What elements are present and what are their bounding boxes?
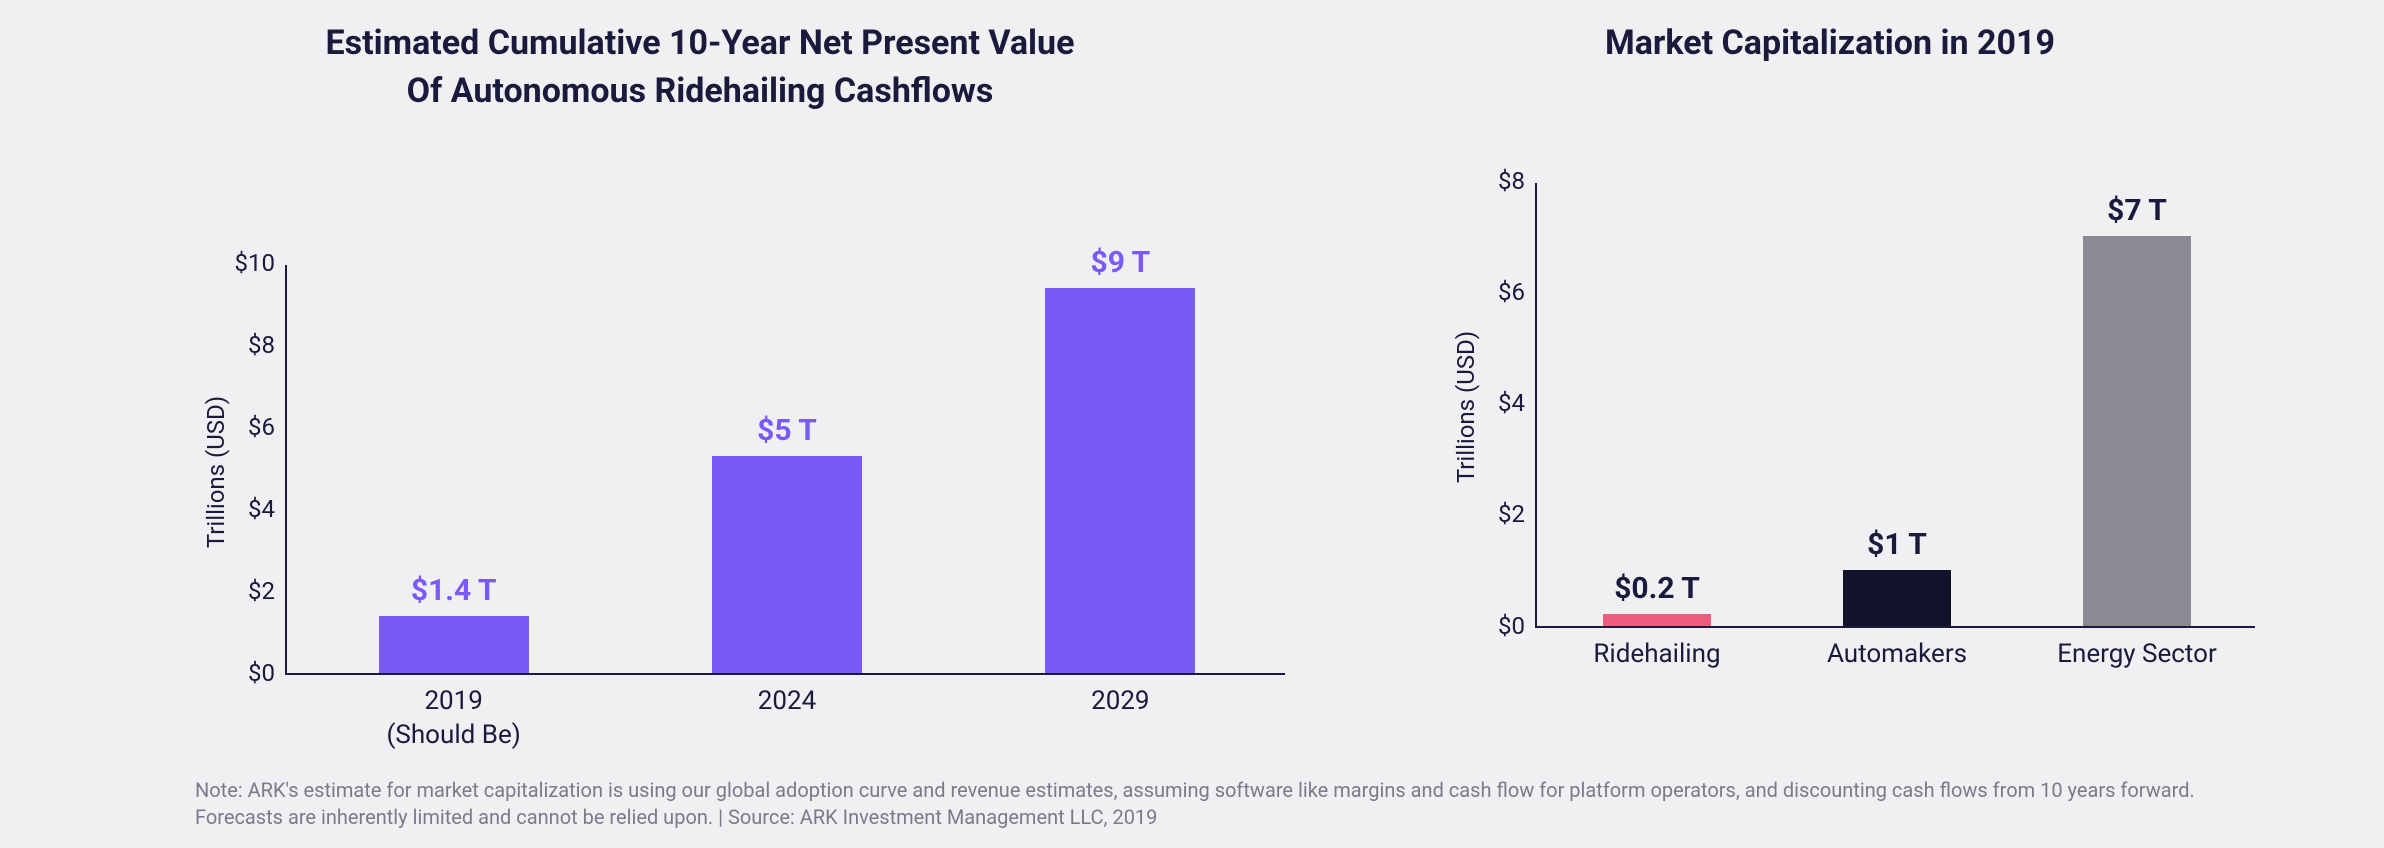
marketcap-x-tick-label: Ridehailing [1537, 626, 1777, 672]
npv-y-tick: $8 [248, 331, 287, 359]
npv-bar: $9 T [1045, 288, 1195, 673]
footnote-text: Note: ARK's estimate for market capitali… [100, 777, 2284, 831]
marketcap-chart-title-line1: Market Capitalization in 2019 [1380, 20, 2280, 68]
npv-chart-panel: Estimated Cumulative 10-Year Net Present… [100, 20, 1300, 755]
npv-chart-title-line2: Of Autonomous Ridehailing Cashflows [100, 68, 1300, 116]
marketcap-bar-value-label: $1 T [1867, 527, 1927, 570]
marketcap-y-tick: $6 [1498, 278, 1537, 306]
marketcap-y-axis-label: Trillions (USD) [1452, 331, 1480, 483]
marketcap-y-tick: $8 [1498, 167, 1537, 195]
marketcap-bar: $1 T [1843, 570, 1951, 626]
marketcap-plot: $0$2$4$6$8$0.2 TRidehailing$1 TAutomaker… [1535, 183, 2255, 628]
marketcap-chart-area: Trillions (USD) $0$2$4$6$8$0.2 TRidehail… [1380, 68, 2280, 708]
npv-chart-area: Trillions (USD) $0$2$4$6$8$10$1.4 T2019 … [100, 115, 1300, 755]
npv-chart-title: Estimated Cumulative 10-Year Net Present… [100, 20, 1300, 115]
npv-y-axis-label: Trillions (USD) [202, 396, 230, 548]
marketcap-y-tick: $4 [1498, 389, 1537, 417]
marketcap-bar: $0.2 T [1603, 614, 1711, 625]
marketcap-y-tick: $2 [1498, 500, 1537, 528]
marketcap-x-tick-label: Energy Sector [2017, 626, 2257, 672]
npv-plot: $0$2$4$6$8$10$1.4 T2019 (Should Be)$5 T2… [285, 265, 1285, 675]
charts-container: Estimated Cumulative 10-Year Net Present… [100, 20, 2284, 755]
npv-x-tick-label: 2024 [620, 673, 953, 719]
marketcap-y-tick: $0 [1498, 612, 1537, 640]
marketcap-bar: $7 T [2083, 236, 2191, 625]
npv-x-tick-label: 2019 (Should Be) [287, 673, 620, 753]
npv-y-tick: $4 [248, 495, 287, 523]
marketcap-chart-title: Market Capitalization in 2019 [1380, 20, 2280, 68]
npv-chart-title-line1: Estimated Cumulative 10-Year Net Present… [100, 20, 1300, 68]
npv-y-tick: $10 [235, 249, 287, 277]
npv-y-tick: $6 [248, 413, 287, 441]
npv-y-tick: $0 [248, 659, 287, 687]
npv-bar: $5 T [712, 456, 862, 673]
npv-bar-value-label: $1.4 T [411, 573, 497, 616]
marketcap-bar-value-label: $0.2 T [1614, 571, 1700, 614]
npv-x-tick-label: 2029 [954, 673, 1287, 719]
marketcap-chart-panel: Market Capitalization in 2019 Trillions … [1380, 20, 2280, 755]
npv-bar-value-label: $9 T [1090, 245, 1150, 288]
npv-bar-value-label: $5 T [757, 413, 817, 456]
npv-bar: $1.4 T [379, 616, 529, 673]
marketcap-x-tick-label: Automakers [1777, 626, 2017, 672]
marketcap-bar-value-label: $7 T [2107, 193, 2167, 236]
npv-y-tick: $2 [248, 577, 287, 605]
